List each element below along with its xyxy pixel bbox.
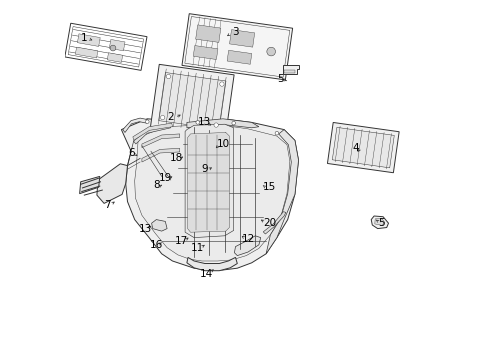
Text: 19: 19: [158, 173, 172, 183]
Polygon shape: [77, 34, 100, 46]
Polygon shape: [374, 218, 384, 225]
Text: 4: 4: [352, 143, 359, 153]
Polygon shape: [327, 122, 398, 173]
Polygon shape: [121, 119, 298, 270]
Text: 20: 20: [263, 218, 276, 228]
Circle shape: [196, 121, 199, 124]
Polygon shape: [151, 220, 167, 231]
Circle shape: [160, 116, 164, 120]
Text: 13: 13: [198, 117, 211, 127]
Text: 17: 17: [175, 236, 188, 246]
Polygon shape: [80, 176, 100, 194]
Circle shape: [231, 121, 235, 125]
Polygon shape: [229, 30, 254, 47]
Polygon shape: [185, 124, 233, 238]
Text: 2: 2: [167, 112, 174, 122]
Polygon shape: [265, 130, 298, 254]
Text: 14: 14: [200, 269, 213, 279]
Polygon shape: [182, 14, 292, 80]
Circle shape: [166, 75, 170, 79]
Circle shape: [110, 45, 116, 51]
Polygon shape: [370, 216, 387, 229]
Polygon shape: [187, 132, 229, 232]
Text: 10: 10: [216, 139, 229, 149]
Circle shape: [145, 120, 149, 123]
Polygon shape: [234, 236, 260, 256]
Polygon shape: [193, 46, 218, 59]
Polygon shape: [68, 27, 143, 67]
Polygon shape: [195, 25, 221, 42]
Polygon shape: [134, 125, 289, 261]
Text: 18: 18: [169, 153, 183, 163]
Text: 15: 15: [263, 182, 276, 192]
Text: 13: 13: [139, 224, 152, 234]
Polygon shape: [150, 64, 234, 137]
Polygon shape: [107, 53, 122, 62]
Circle shape: [219, 82, 224, 86]
Text: 8: 8: [153, 180, 159, 190]
Text: 9: 9: [201, 164, 208, 174]
Text: 5: 5: [277, 74, 283, 84]
Polygon shape: [186, 119, 258, 128]
Polygon shape: [332, 127, 393, 168]
Polygon shape: [284, 70, 294, 73]
Polygon shape: [65, 23, 147, 70]
Text: 16: 16: [149, 240, 163, 250]
Text: 11: 11: [191, 243, 204, 253]
Polygon shape: [263, 212, 285, 234]
Polygon shape: [133, 123, 172, 140]
Polygon shape: [184, 17, 289, 77]
Polygon shape: [142, 134, 179, 148]
Text: 7: 7: [104, 200, 111, 210]
Circle shape: [214, 123, 218, 127]
Text: 5: 5: [377, 218, 384, 228]
Text: 1: 1: [81, 33, 87, 43]
Text: 12: 12: [241, 234, 254, 244]
Polygon shape: [186, 257, 237, 271]
Polygon shape: [142, 148, 179, 162]
Text: 3: 3: [232, 27, 238, 37]
Polygon shape: [109, 40, 125, 51]
Circle shape: [266, 47, 275, 56]
Polygon shape: [226, 50, 251, 64]
Polygon shape: [75, 47, 98, 58]
Polygon shape: [282, 65, 298, 74]
Polygon shape: [97, 164, 127, 203]
Circle shape: [275, 131, 278, 135]
Polygon shape: [122, 118, 147, 132]
Text: 6: 6: [127, 148, 134, 158]
Polygon shape: [133, 124, 170, 144]
Polygon shape: [158, 72, 225, 129]
